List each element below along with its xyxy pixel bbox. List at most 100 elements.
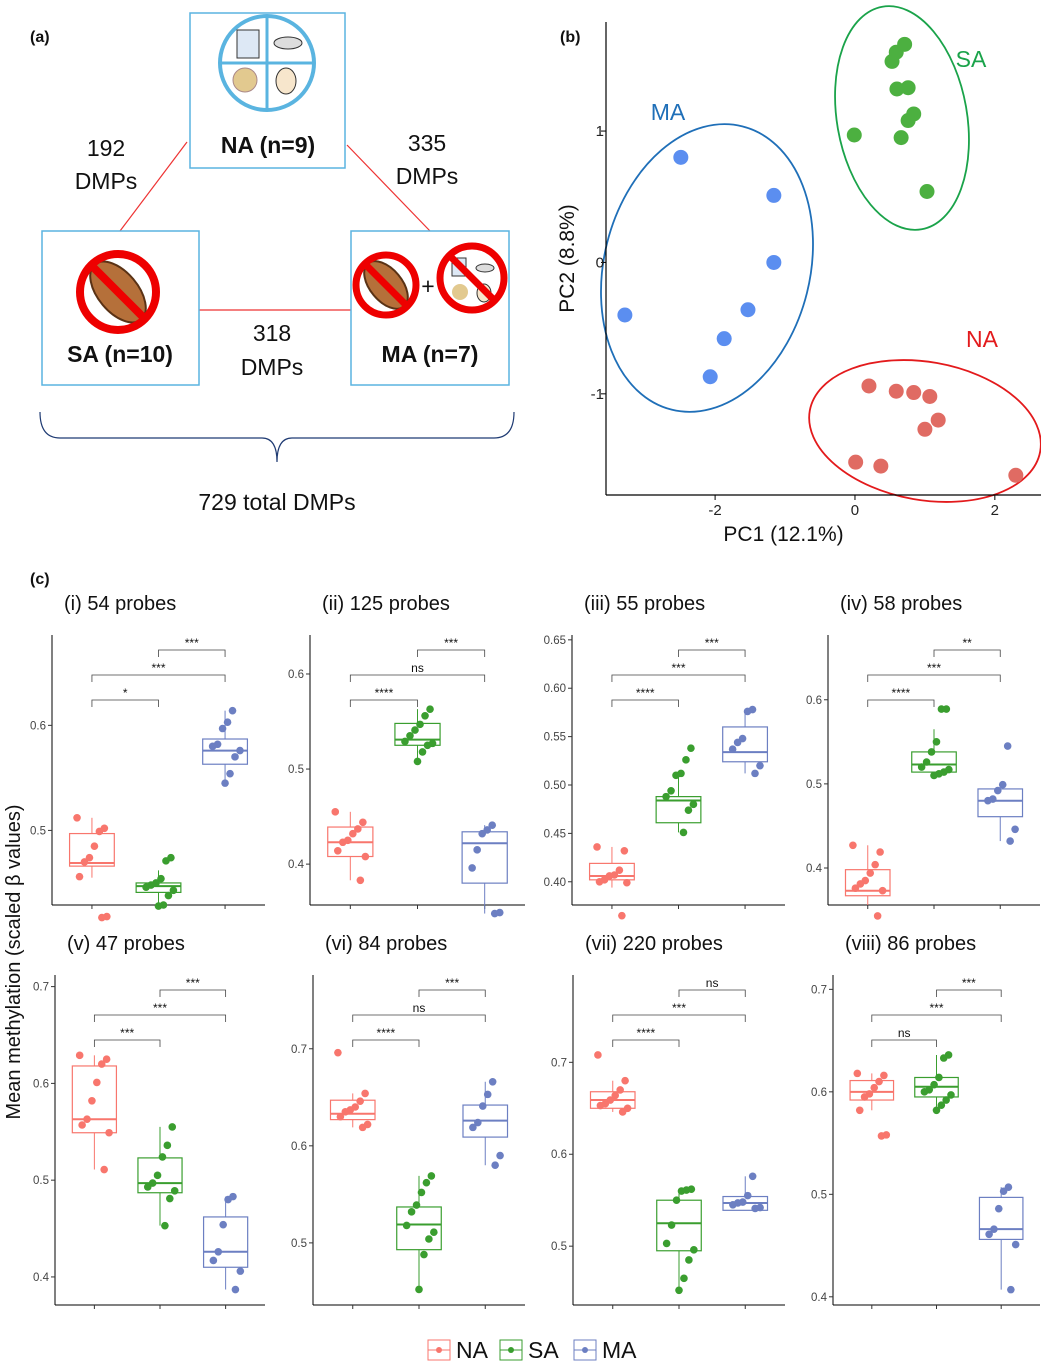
point (861, 1093, 869, 1101)
y-tick-label: 0.6 (288, 669, 304, 681)
y-tick-label: 0.5 (288, 764, 304, 776)
point (889, 82, 904, 97)
point (667, 787, 675, 795)
point (362, 853, 370, 861)
point (918, 763, 926, 771)
point (678, 1187, 686, 1195)
point (419, 748, 427, 756)
panel-title: (vi) 84 probes (325, 933, 447, 955)
point (478, 830, 486, 838)
brace (40, 412, 514, 462)
point (879, 887, 887, 895)
point (894, 130, 909, 145)
point (401, 738, 409, 746)
significance-bracket (350, 700, 417, 707)
significance-bracket (160, 990, 226, 997)
point (162, 857, 170, 865)
point (621, 847, 629, 855)
point (848, 455, 863, 470)
significance-bracket (679, 650, 746, 657)
point (91, 842, 99, 850)
point (219, 1221, 227, 1229)
point (426, 705, 434, 713)
point (663, 1240, 671, 1248)
point (421, 712, 429, 720)
point (873, 459, 888, 474)
point (236, 747, 244, 755)
significance-bracket (92, 675, 225, 682)
point (917, 422, 932, 437)
page: { "panel_labels": ["(a)", "(b)", "(c)"],… (0, 0, 1041, 1364)
point (1006, 837, 1014, 845)
point (414, 758, 422, 766)
panel-title: (ii) 125 probes (322, 593, 450, 615)
group-label: SA (956, 46, 987, 72)
significance-label: ns (706, 976, 719, 990)
box (397, 1207, 442, 1250)
point (413, 1201, 421, 1209)
y-axis-title: Mean methylation (scaled β values) (3, 805, 25, 1120)
y-tick-label: 0.40 (544, 877, 566, 889)
point (164, 1142, 172, 1150)
point (940, 1054, 948, 1062)
y-tick-label: 0.7 (291, 1044, 307, 1056)
point (703, 369, 718, 384)
point (885, 54, 900, 69)
point (751, 1205, 759, 1213)
point (596, 878, 604, 886)
point (933, 1106, 941, 1114)
point (237, 1267, 245, 1275)
significance-bracket (418, 650, 485, 657)
y-tick-label: 0.5 (30, 825, 46, 837)
point (78, 1121, 86, 1129)
node-label: SA (n=10) (67, 341, 173, 367)
point (685, 1256, 693, 1264)
group-ellipse (572, 101, 843, 434)
y-axis-title: PC2 (8.8%) (556, 204, 579, 313)
point (621, 1077, 629, 1085)
point (415, 1286, 423, 1294)
point (76, 1052, 84, 1060)
point (155, 902, 163, 910)
point (922, 389, 937, 404)
point (729, 745, 737, 753)
panel-label: (a) (30, 29, 50, 46)
point (424, 741, 432, 749)
point (165, 892, 173, 900)
significance-label: *** (962, 976, 976, 990)
point (406, 732, 414, 740)
point (359, 1124, 367, 1132)
significance-label: *** (705, 636, 719, 650)
point (403, 1222, 411, 1230)
y-tick-label: 0.6 (551, 1149, 567, 1161)
point (871, 861, 879, 869)
total-label: 729 total DMPs (198, 489, 355, 515)
significance-bracket (872, 1015, 1001, 1022)
significance-bracket (872, 1040, 937, 1047)
point (100, 1166, 108, 1174)
point (425, 1235, 433, 1243)
point (933, 738, 941, 746)
edge-unit: DMPs (241, 354, 304, 380)
point (168, 1123, 176, 1131)
panel-label: (b) (560, 29, 580, 46)
point (423, 1179, 431, 1187)
point (874, 912, 882, 920)
significance-label: **** (892, 686, 911, 700)
point (744, 1192, 752, 1200)
point (209, 743, 217, 751)
point (428, 1172, 436, 1180)
point (729, 1201, 737, 1209)
significance-label: *** (929, 1001, 943, 1015)
y-tick-label: 0.6 (291, 1141, 307, 1153)
point (411, 726, 419, 734)
point (856, 1106, 864, 1114)
y-tick-label: 0.4 (288, 859, 305, 871)
point (662, 793, 670, 801)
point (931, 413, 946, 428)
edge-unit: DMPs (396, 163, 459, 189)
y-tick-label: 0.6 (806, 695, 822, 707)
y-tick-label: 0.60 (544, 683, 566, 695)
point (744, 708, 752, 716)
point (921, 1088, 929, 1096)
